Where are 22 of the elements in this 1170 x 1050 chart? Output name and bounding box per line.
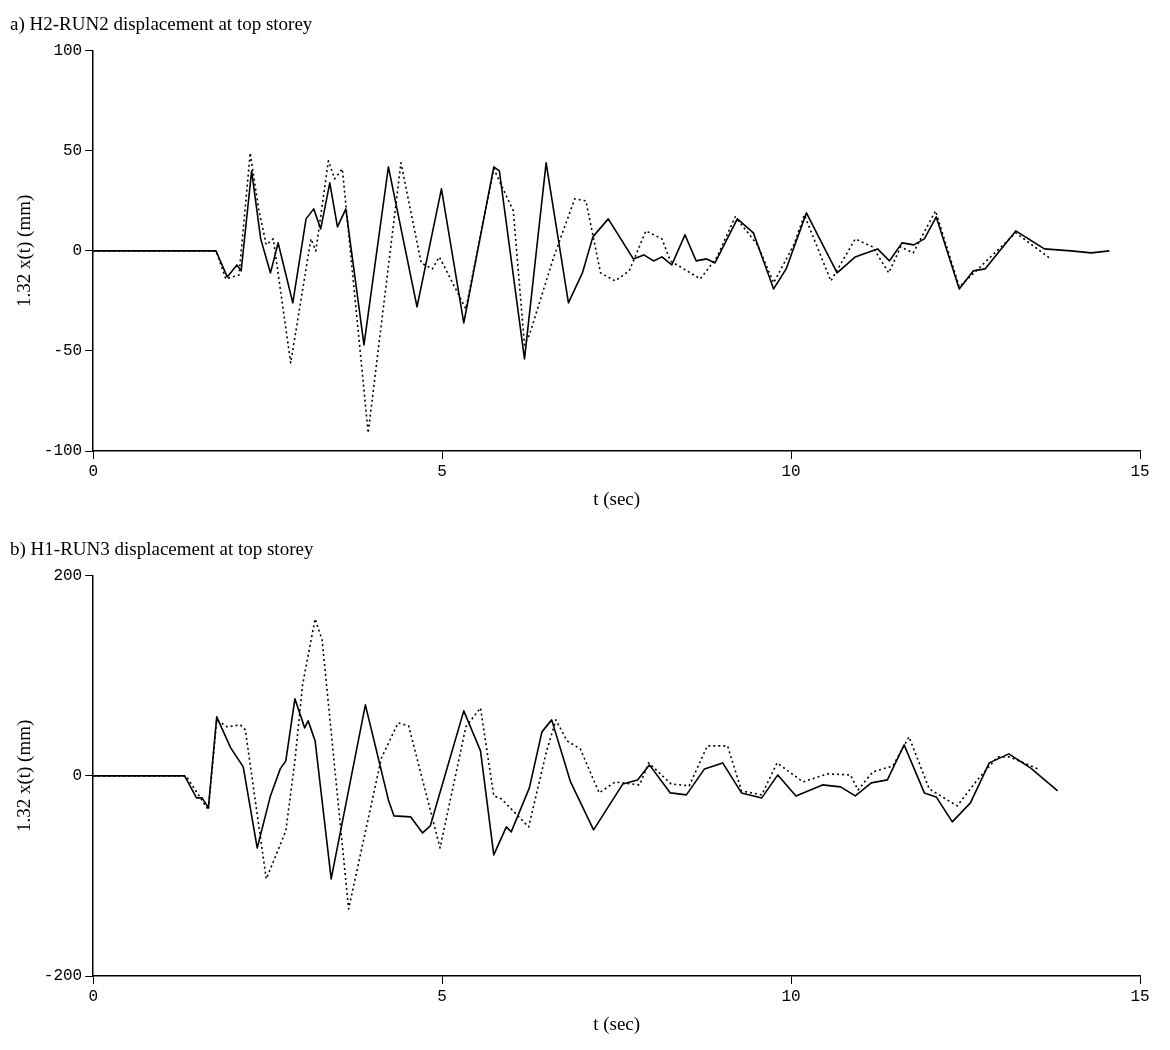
x-tick-label: 15: [1130, 987, 1150, 1006]
x-tick-label: 0: [88, 987, 99, 1006]
y-tick-label: -200: [43, 967, 83, 986]
chart-title: a) H2-RUN2 displacement at top storey: [10, 13, 313, 36]
y-tick-label: 0: [72, 767, 83, 786]
y-tick-label: -50: [53, 342, 83, 361]
x-axis-title: t (sec): [593, 487, 641, 510]
y-tick-label: 100: [53, 42, 83, 61]
y-tick-label: -100: [43, 442, 83, 461]
y-tick-label: 0: [72, 242, 83, 261]
y-tick-label: 200: [53, 567, 83, 586]
chart-title: b) H1-RUN3 displacement at top storey: [10, 538, 314, 561]
x-tick-label: 0: [88, 462, 99, 481]
y-axis-title: 1.32 x(t) (mm): [13, 719, 36, 833]
x-tick-label: 5: [437, 462, 447, 481]
x-tick-label: 15: [1130, 462, 1150, 481]
y-tick-label: 50: [63, 142, 83, 161]
x-tick-label: 10: [781, 987, 801, 1006]
x-axis-title: t (sec): [593, 1012, 641, 1035]
x-tick-label: 5: [437, 987, 447, 1006]
x-tick-label: 10: [781, 462, 801, 481]
y-axis-title: 1.32 x(t) (mm): [13, 194, 36, 308]
